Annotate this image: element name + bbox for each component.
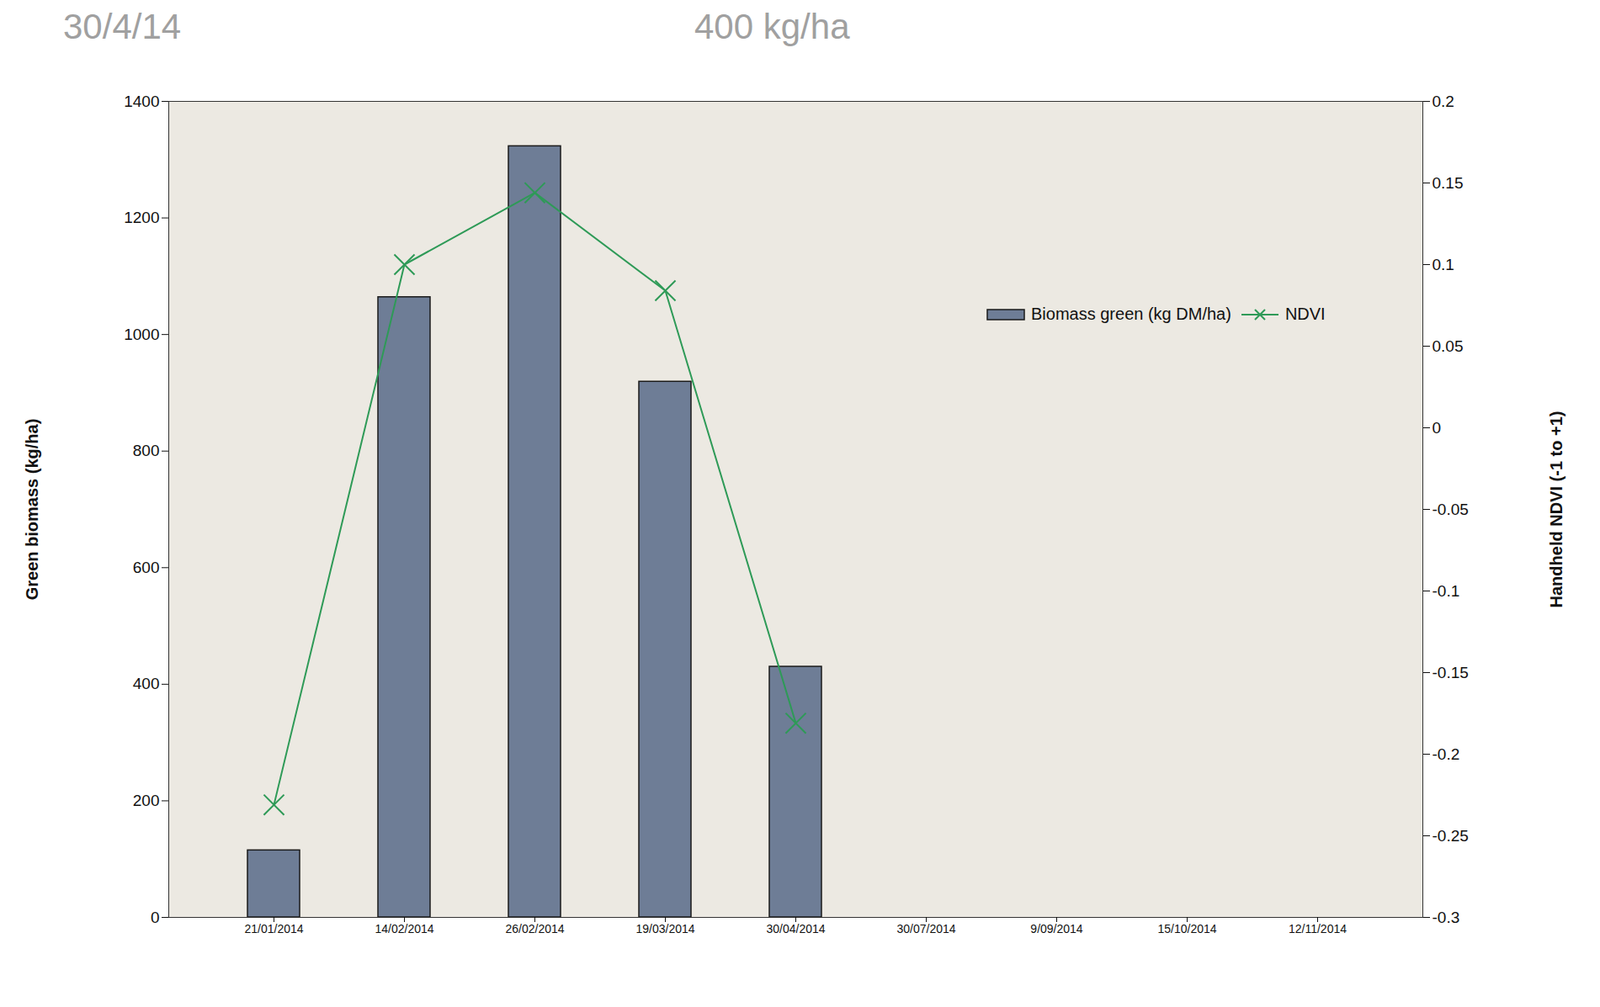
svg-text:30/07/2014: 30/07/2014	[896, 922, 956, 936]
svg-text:-0.2: -0.2	[1432, 745, 1461, 764]
svg-text:1200: 1200	[123, 208, 160, 227]
svg-text:-0.25: -0.25	[1432, 827, 1469, 846]
svg-text:19/03/2014: 19/03/2014	[635, 922, 695, 936]
svg-text:Handheld NDVI (-1 to +1): Handheld NDVI (-1 to +1)	[1546, 411, 1566, 609]
svg-text:0: 0	[150, 908, 160, 927]
svg-text:1400: 1400	[123, 92, 160, 111]
svg-text:0.05: 0.05	[1432, 337, 1464, 356]
svg-text:600: 600	[132, 558, 160, 577]
html-text:NDVI: NDVI	[1285, 304, 1326, 324]
svg-text:1000: 1000	[123, 325, 160, 344]
svg-text:-0.15: -0.15	[1432, 664, 1469, 682]
svg-text:30/04/2014: 30/04/2014	[765, 922, 825, 936]
svg-text:-0.3: -0.3	[1432, 908, 1461, 927]
svg-text:21/01/2014: 21/01/2014	[244, 922, 303, 936]
svg-text:15/10/2014: 15/10/2014	[1157, 922, 1217, 936]
svg-text:0.15: 0.15	[1432, 174, 1464, 192]
svg-text:-0.1: -0.1	[1432, 582, 1461, 601]
svg-text:14/02/2014: 14/02/2014	[374, 922, 434, 936]
svg-text:-0.05: -0.05	[1432, 500, 1469, 519]
svg-text:Green biomass (kg/ha): Green biomass (kg/ha)	[22, 419, 42, 601]
svg-text:200: 200	[132, 792, 160, 810]
svg-text:0.1: 0.1	[1432, 255, 1455, 274]
svg-text:0: 0	[1432, 419, 1442, 437]
html-text:30/4/14: 30/4/14	[63, 6, 182, 47]
html-text:400 kg/ha: 400 kg/ha	[694, 6, 850, 47]
svg-text:400: 400	[132, 675, 160, 693]
svg-text:9/09/2014: 9/09/2014	[1030, 922, 1083, 936]
svg-text:12/11/2014: 12/11/2014	[1288, 922, 1347, 936]
svg-text:800: 800	[132, 441, 160, 460]
svg-text:0.2: 0.2	[1432, 92, 1455, 111]
html-text:Biomass green (kg DM/ha): Biomass green (kg DM/ha)	[1031, 304, 1232, 324]
svg-text:26/02/2014: 26/02/2014	[504, 922, 564, 936]
